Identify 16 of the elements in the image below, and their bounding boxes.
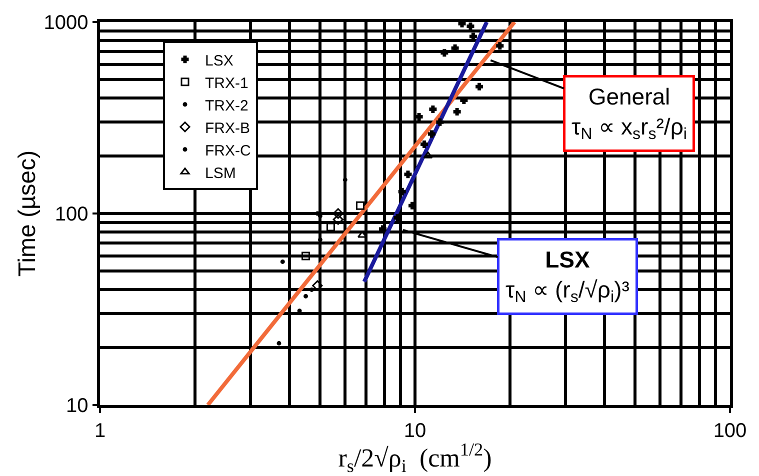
text: LSX τ$_{N}$ ∝ (r$_{s}$/√ρ$_{i}$)³ xyxy=(506,246,630,306)
legend-label: FRX-B xyxy=(205,120,250,137)
y-tick-label: 1000 xyxy=(44,12,88,34)
x-tick-label: 1 xyxy=(94,420,106,442)
x-axis-title: r$_{s}$/2√ρ$_{i}$ (cm$^{1/2}$) xyxy=(338,440,492,476)
x-tick-label: 10 xyxy=(404,420,426,442)
legend-label: LSM xyxy=(205,164,236,182)
y-tick-label: 100 xyxy=(54,204,88,226)
legend-label: LSX xyxy=(205,52,234,70)
y-tick-label: 10 xyxy=(66,395,88,417)
legend-label: TRX-1 xyxy=(205,74,248,92)
x-tick-label: 100 xyxy=(713,420,747,442)
y-axis-title: Time (µsec) xyxy=(14,150,41,277)
legend-label: TRX-2 xyxy=(205,97,248,114)
legend-label: FRX-C xyxy=(205,142,251,160)
text: General τ$_{N}$ ∝ x$_{s}$r$_{s}$²/ρ$_{i}$ xyxy=(572,84,687,144)
